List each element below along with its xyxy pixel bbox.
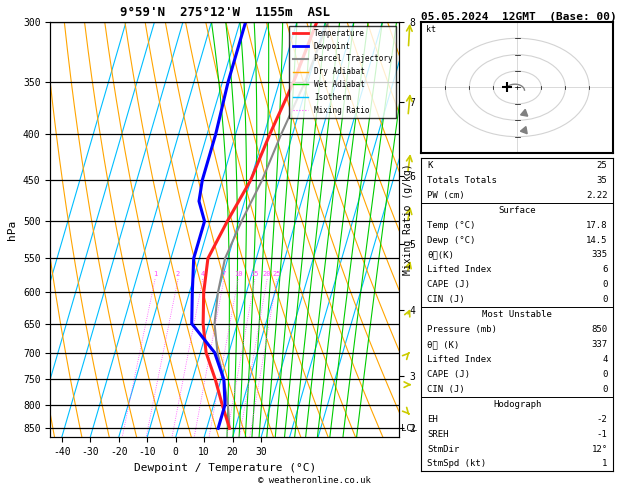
Text: 05.05.2024  12GMT  (Base: 00): 05.05.2024 12GMT (Base: 00): [421, 12, 617, 22]
Text: 0: 0: [602, 385, 608, 394]
Text: kt: kt: [426, 25, 437, 34]
Text: 15: 15: [250, 271, 259, 277]
Text: 4: 4: [602, 355, 608, 364]
Text: PW (cm): PW (cm): [427, 191, 465, 200]
X-axis label: Dewpoint / Temperature (°C): Dewpoint / Temperature (°C): [134, 463, 316, 473]
Text: -2: -2: [597, 415, 608, 424]
Text: 2.22: 2.22: [586, 191, 608, 200]
Text: CAPE (J): CAPE (J): [427, 280, 470, 289]
Text: Lifted Index: Lifted Index: [427, 355, 492, 364]
Text: © weatheronline.co.uk: © weatheronline.co.uk: [258, 476, 371, 485]
Text: Totals Totals: Totals Totals: [427, 176, 497, 185]
Text: 7: 7: [222, 271, 226, 277]
Text: 20: 20: [263, 271, 271, 277]
Text: 337: 337: [591, 340, 608, 349]
Y-axis label: km
ASL: km ASL: [431, 219, 449, 241]
Text: 0: 0: [602, 370, 608, 379]
Text: Surface: Surface: [499, 206, 536, 215]
Text: CIN (J): CIN (J): [427, 295, 465, 304]
Text: 850: 850: [591, 325, 608, 334]
Text: 1: 1: [153, 271, 157, 277]
Text: EH: EH: [427, 415, 438, 424]
Text: 6: 6: [602, 265, 608, 275]
Text: θᴄ(K): θᴄ(K): [427, 250, 454, 260]
Text: Hodograph: Hodograph: [493, 400, 542, 409]
Text: 12°: 12°: [591, 445, 608, 453]
Text: CAPE (J): CAPE (J): [427, 370, 470, 379]
Text: 0: 0: [602, 295, 608, 304]
Text: 17.8: 17.8: [586, 221, 608, 229]
Text: -1: -1: [597, 430, 608, 438]
Text: 35: 35: [597, 176, 608, 185]
Text: 335: 335: [591, 250, 608, 260]
Text: Pressure (mb): Pressure (mb): [427, 325, 497, 334]
Text: Dewp (°C): Dewp (°C): [427, 236, 476, 244]
Text: K: K: [427, 161, 433, 170]
Legend: Temperature, Dewpoint, Parcel Trajectory, Dry Adiabat, Wet Adiabat, Isotherm, Mi: Temperature, Dewpoint, Parcel Trajectory…: [289, 26, 396, 118]
Text: 2: 2: [176, 271, 180, 277]
Text: StmSpd (kt): StmSpd (kt): [427, 459, 486, 469]
Text: SREH: SREH: [427, 430, 448, 438]
Text: StmDir: StmDir: [427, 445, 459, 453]
Title: 9°59'N  275°12'W  1155m  ASL: 9°59'N 275°12'W 1155m ASL: [120, 6, 330, 19]
Text: 0: 0: [602, 280, 608, 289]
Text: Most Unstable: Most Unstable: [482, 310, 552, 319]
Text: 1: 1: [602, 459, 608, 469]
Text: CIN (J): CIN (J): [427, 385, 465, 394]
Text: 10: 10: [234, 271, 242, 277]
Text: 4: 4: [201, 271, 205, 277]
Text: 25: 25: [272, 271, 281, 277]
Text: θᴄ (K): θᴄ (K): [427, 340, 459, 349]
Text: 14.5: 14.5: [586, 236, 608, 244]
Text: Lifted Index: Lifted Index: [427, 265, 492, 275]
Y-axis label: hPa: hPa: [8, 220, 18, 240]
Text: LCL: LCL: [401, 424, 417, 433]
Text: Mixing Ratio (g/kg): Mixing Ratio (g/kg): [403, 163, 413, 275]
Text: 25: 25: [597, 161, 608, 170]
Text: Temp (°C): Temp (°C): [427, 221, 476, 229]
